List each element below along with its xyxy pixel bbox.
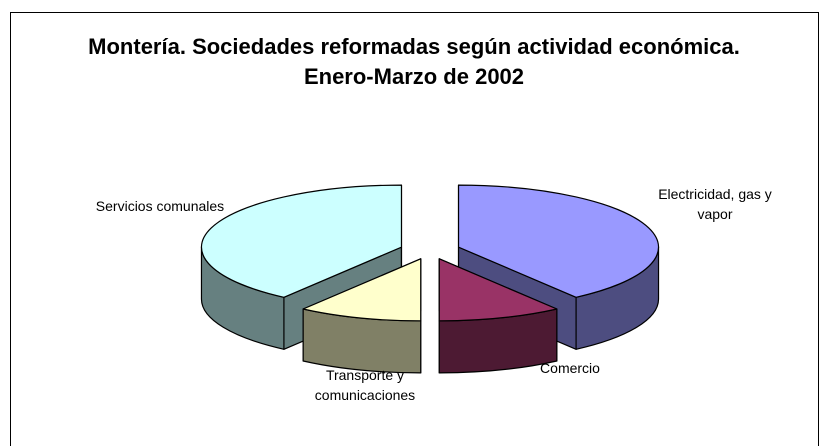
slice-label: Comercio xyxy=(540,360,600,376)
chart-border xyxy=(10,12,819,446)
slice-label: Electricidad, gas y vapor xyxy=(658,186,772,222)
slice-label: Transporte y comunicaciones xyxy=(314,367,416,403)
chart-title: Montería. Sociedades reformadas según ac… xyxy=(88,34,740,89)
slice xyxy=(438,258,558,322)
slice xyxy=(457,184,660,298)
slice xyxy=(302,258,422,322)
slice-label: Servicios comunales xyxy=(95,198,225,214)
slice xyxy=(200,184,403,298)
